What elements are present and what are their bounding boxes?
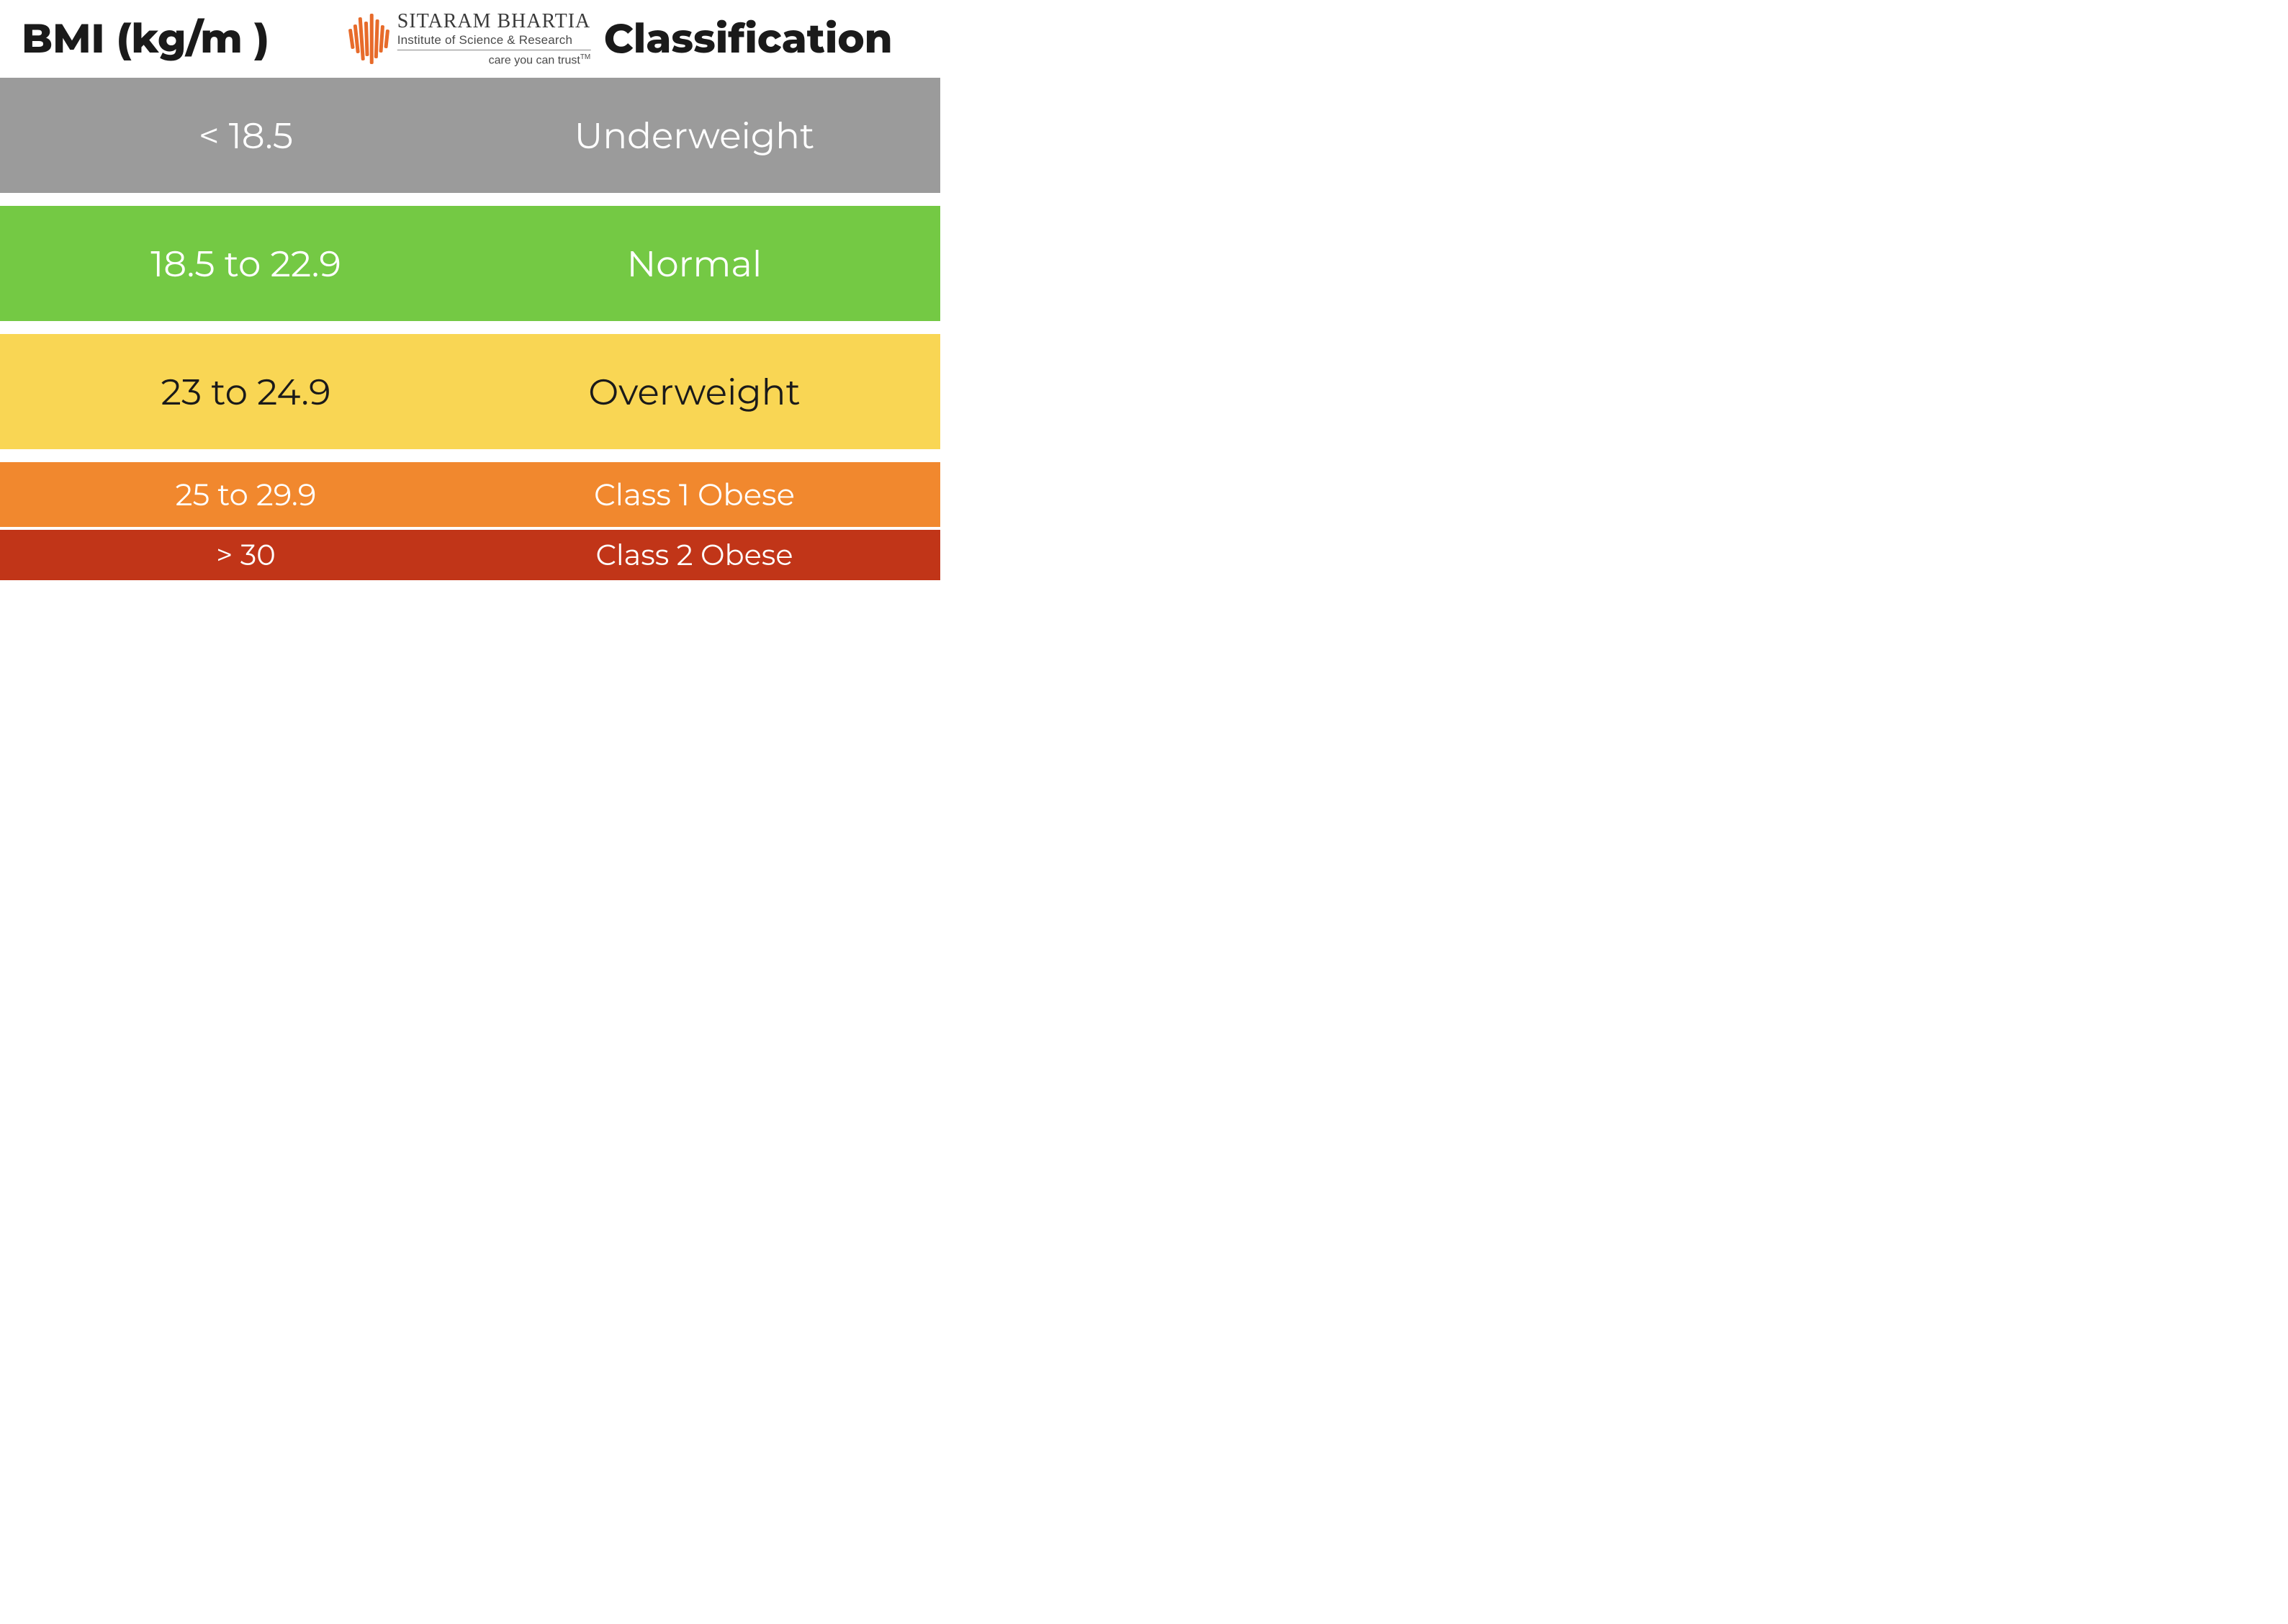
trademark-icon: TM <box>580 53 590 61</box>
table-row: 18.5 to 22.9Normal <box>0 206 940 321</box>
bmi-range-cell: 23 to 24.9 <box>22 370 470 414</box>
table-row: > 30Class 2 Obese <box>0 530 940 580</box>
header-row: BMI (kg/m ) SITARAM BHARTIA Institute of… <box>0 0 940 78</box>
logo-wave-icon <box>350 14 389 64</box>
logo-tagline: care you can trustTM <box>489 53 591 67</box>
classification-cell: Underweight <box>470 114 919 158</box>
logo-subtitle: Institute of Science & Research <box>397 33 572 48</box>
table-row: 25 to 29.9Class 1 Obese <box>0 462 940 527</box>
bmi-range-cell: < 18.5 <box>22 114 470 158</box>
org-logo: SITARAM BHARTIA Institute of Science & R… <box>350 10 591 67</box>
bmi-range-cell: > 30 <box>22 538 470 573</box>
classification-cell: Normal <box>470 242 919 286</box>
table-body: < 18.5Underweight 18.5 to 22.9Normal 23 to… <box>0 78 940 580</box>
bmi-range-cell: 18.5 to 22.9 <box>22 242 470 286</box>
logo-bar <box>374 19 379 58</box>
bmi-chart: BMI (kg/m ) SITARAM BHARTIA Institute of… <box>0 0 940 580</box>
logo-bar <box>370 14 374 64</box>
logo-bar <box>379 25 384 53</box>
logo-bar <box>364 22 369 56</box>
obese-group: 25 to 29.9Class 1 Obese> 30Class 2 Obese <box>0 462 940 580</box>
table-row: < 18.5Underweight <box>0 78 940 193</box>
classification-cell: Class 2 Obese <box>470 538 919 573</box>
bmi-range-cell: 25 to 29.9 <box>22 476 470 513</box>
logo-tagline-text: care you can trust <box>489 55 580 67</box>
logo-title: SITARAM BHARTIA <box>397 10 591 33</box>
classification-cell: Overweight <box>470 370 919 414</box>
logo-bar <box>384 30 389 48</box>
logo-text: SITARAM BHARTIA Institute of Science & R… <box>397 10 591 67</box>
column-header-bmi: BMI (kg/m ) <box>22 14 362 63</box>
column-header-classification: Classification <box>578 14 919 63</box>
classification-cell: Class 1 Obese <box>470 476 919 513</box>
table-row: 23 to 24.9Overweight <box>0 334 940 449</box>
